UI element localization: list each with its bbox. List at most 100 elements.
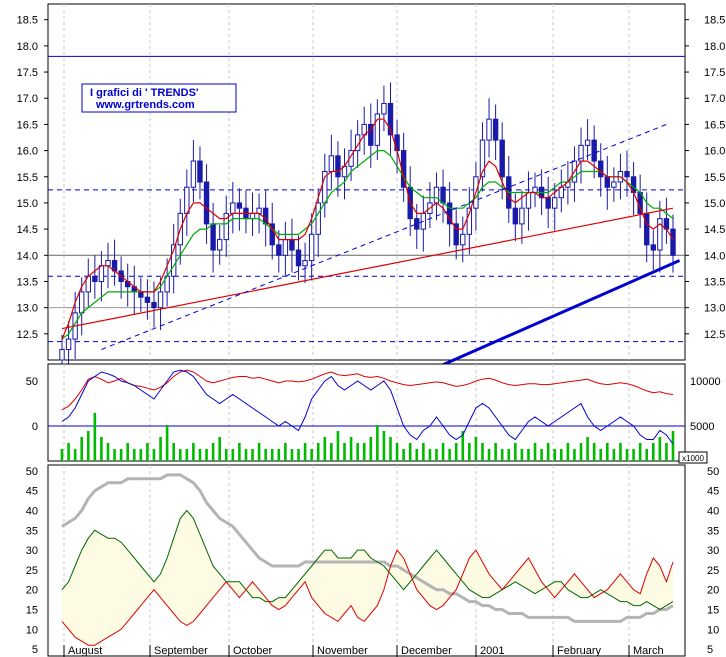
ind-tick-left-7: 15 <box>26 605 38 617</box>
candle-body-93 <box>670 228 676 256</box>
volume-unit-label: x1000 <box>682 454 704 463</box>
volume-bar-28 <box>244 449 248 461</box>
candle-body-90 <box>650 244 656 251</box>
volume-bar-85 <box>619 443 622 461</box>
candle-body-5 <box>92 275 98 282</box>
volume-bar-72 <box>533 443 537 461</box>
volume-bar-10 <box>126 443 129 461</box>
candle-body-54 <box>414 218 420 230</box>
indicator-red-line <box>61 549 674 646</box>
price-tick-right-12: 12.5 <box>704 329 725 341</box>
price-tick-left-10: 13.5 <box>17 276 38 288</box>
volume-bar-75 <box>553 449 557 461</box>
ind-tick-left-8: 10 <box>26 624 38 636</box>
candle-body-24 <box>216 239 223 251</box>
month-label-5: 2001 <box>480 645 504 657</box>
volume-bar-50 <box>389 437 392 461</box>
candle-body-26 <box>230 202 236 214</box>
ind-tick-right-4: 30 <box>707 545 719 557</box>
candle-body-47 <box>368 123 374 146</box>
candle-body-32 <box>269 223 275 246</box>
candle-body-83 <box>604 176 611 188</box>
price-tick-right-7: 15.0 <box>704 198 725 210</box>
volume-bar-26 <box>231 449 235 461</box>
price-tick-left-1: 18.0 <box>17 41 38 53</box>
candle-body-51 <box>394 134 400 152</box>
volume-bar-60 <box>454 443 458 461</box>
candle-body-60 <box>453 223 459 246</box>
candle-body-59 <box>446 202 453 225</box>
price-tick-left-9: 14.0 <box>17 250 38 262</box>
volume-bar-81 <box>592 443 596 461</box>
oscillator-panel: 50 0 10000 5000 x1000 <box>26 363 721 464</box>
volume-bar-80 <box>586 437 589 461</box>
price-tick-left-3: 17.0 <box>17 93 38 105</box>
ind-tick-right-2: 40 <box>707 506 719 518</box>
volume-bar-23 <box>211 443 215 461</box>
volume-bar-36 <box>297 449 300 461</box>
price-tick-left-8: 14.5 <box>17 224 38 236</box>
month-label-1: September <box>154 645 208 657</box>
volume-bar-71 <box>527 449 530 461</box>
candle-body-67 <box>499 139 505 178</box>
watermark-box <box>81 83 237 113</box>
ma-fast-line <box>61 118 674 340</box>
candle-body-86 <box>624 171 630 178</box>
volume-bar-46 <box>362 443 366 461</box>
volume-bar-68 <box>507 449 511 461</box>
ind-tick-right-0: 50 <box>707 466 719 478</box>
price-tick-right-0: 18.5 <box>704 15 725 27</box>
month-label-3: November <box>317 645 368 657</box>
volume-bar-27 <box>238 443 241 461</box>
ind-tick-left-2: 40 <box>26 506 38 518</box>
candle-body-6 <box>98 265 105 282</box>
candle-body-75 <box>552 197 558 209</box>
volume-tick-right-0: 10000 <box>690 376 721 388</box>
candle-body-21 <box>197 160 203 183</box>
volume-bar-47 <box>369 437 373 461</box>
candle-body-71 <box>525 191 532 209</box>
ind-tick-right-5: 25 <box>707 565 719 577</box>
volume-bar-79 <box>579 443 583 461</box>
volume-bar-84 <box>612 449 616 461</box>
indicator-panel: 50 50 45 45 40 40 35 35 30 30 25 25 20 20 15 15 10 10 5 5 <box>26 464 719 657</box>
month-label-6: February <box>557 645 602 657</box>
candle-body-62 <box>466 207 473 235</box>
volume-bar-67 <box>500 449 504 461</box>
volume-bar-51 <box>395 443 399 461</box>
volume-bar-17 <box>172 443 175 461</box>
volume-bar-18 <box>178 449 182 461</box>
ind-tick-right-1: 45 <box>707 486 719 498</box>
volume-bar-7 <box>106 443 110 461</box>
osc-series-blue <box>61 369 674 445</box>
price-tick-right-1: 18.0 <box>704 41 725 53</box>
volume-bar-2 <box>73 449 77 461</box>
price-tick-left-4: 16.5 <box>17 119 38 131</box>
volume-bar-5 <box>93 413 97 461</box>
month-label-2: October <box>233 645 272 657</box>
volume-bar-8 <box>113 449 116 461</box>
candle-body-72 <box>532 186 538 193</box>
volume-bar-48 <box>376 425 379 461</box>
volume-bar-29 <box>251 449 254 461</box>
volume-bar-15 <box>159 437 162 461</box>
volume-bar-53 <box>408 443 412 461</box>
volume-bar-69 <box>514 443 517 461</box>
candle-body-39 <box>315 202 321 235</box>
volume-bar-86 <box>625 449 629 461</box>
osc-tick-left-0: 50 <box>26 376 38 388</box>
candle-body-22 <box>203 181 210 225</box>
volume-bar-59 <box>448 449 451 461</box>
price-frame <box>47 3 686 361</box>
volume-bar-44 <box>349 437 353 461</box>
ind-tick-left-9: 5 <box>32 644 38 656</box>
volume-bar-25 <box>224 449 228 461</box>
candle-body-42 <box>335 155 341 178</box>
price-tick-right-3: 17.0 <box>704 93 725 105</box>
volume-bar-78 <box>573 449 576 461</box>
volume-bar-62 <box>468 443 471 461</box>
volume-bar-61 <box>461 431 465 461</box>
volume-bar-38 <box>310 449 313 461</box>
volume-bar-73 <box>540 449 543 461</box>
volume-bar-32 <box>270 449 274 461</box>
